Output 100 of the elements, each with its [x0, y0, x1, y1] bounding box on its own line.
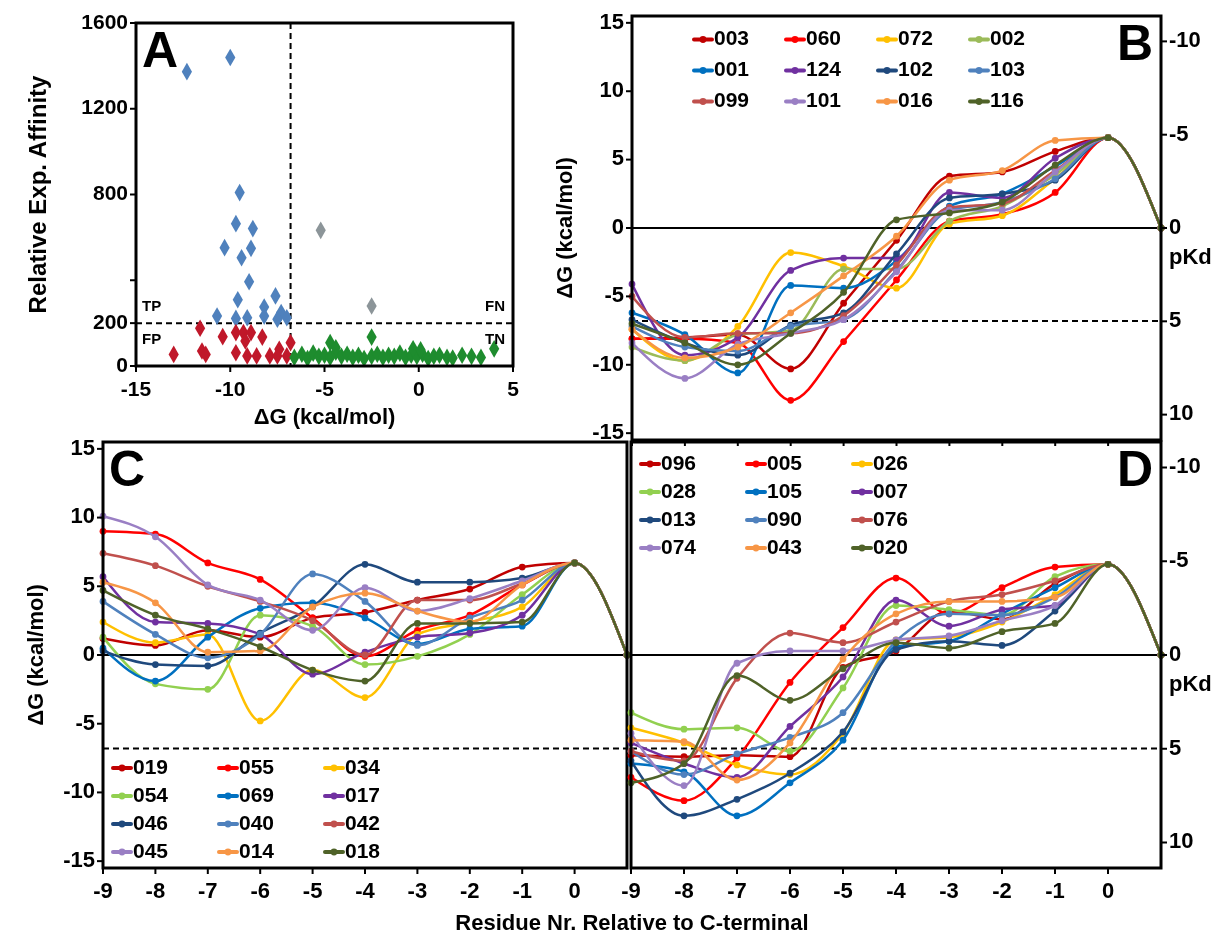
legend-label: 105: [767, 478, 803, 502]
legend-label: 001: [714, 57, 750, 81]
legend-label: 014: [239, 838, 275, 862]
y2-tick-label: -10: [1169, 453, 1201, 479]
legend-label: 055: [239, 754, 275, 778]
x-tick-label: -4: [886, 878, 907, 903]
y2-tick-label: 0: [1169, 640, 1182, 666]
x-tick-label: -1: [1045, 878, 1065, 903]
legend-label: 013: [661, 506, 697, 530]
y2-tick-label: -10: [1169, 27, 1201, 53]
x-axis-title: ΔG (kcal/mol): [253, 404, 396, 429]
x-tick-label: -8: [674, 878, 694, 903]
x-tick-label: -3: [407, 878, 428, 903]
y-tick-label: 0: [611, 213, 624, 239]
x-tick-label: -7: [198, 878, 218, 903]
x-tick-label: -4: [355, 878, 376, 903]
legend-label: 018: [345, 838, 381, 862]
legend-label: 074: [661, 534, 697, 558]
x-tick-label: -3: [939, 878, 959, 903]
legend-label: 042: [345, 810, 381, 834]
legend-label: 028: [661, 478, 697, 502]
y2-tick-label: 10: [1169, 400, 1194, 426]
legend-label: 016: [898, 88, 934, 112]
chart-title: C: [109, 441, 146, 497]
x-tick-label: -7: [727, 878, 747, 903]
chart-title: A: [142, 22, 179, 78]
y-tick-label: 1200: [81, 95, 128, 119]
y-tick-label: -10: [63, 778, 95, 804]
x-tick-label: -1: [512, 878, 532, 903]
x-tick-label: 5: [507, 377, 520, 400]
legend-label: 017: [345, 782, 381, 806]
y-tick-label: 15: [599, 8, 624, 34]
legend-label: 003: [714, 26, 750, 50]
x-tick-label: -6: [250, 878, 270, 903]
annotation: FN: [485, 297, 505, 315]
x-tick-label: -5: [833, 878, 853, 903]
y-tick-label: 1600: [81, 9, 128, 33]
legend-label: 007: [873, 478, 909, 502]
x-tick-label: -2: [460, 878, 480, 903]
x-tick-label: -5: [315, 377, 335, 400]
annotation: TP: [142, 297, 162, 315]
legend-label: 101: [806, 88, 842, 112]
legend-label: 060: [806, 26, 842, 50]
y-tick-label: 200: [92, 309, 128, 333]
legend-label: 046: [133, 810, 169, 834]
legend-label: 045: [133, 838, 169, 862]
legend-label: 043: [767, 534, 803, 558]
x-tick-label: -6: [780, 878, 800, 903]
x-tick-label: -8: [145, 878, 166, 903]
y-axis-title: ΔG (kcal/mol): [23, 584, 48, 726]
x-axis-title: Residue Nr. Relative to C-terminal: [455, 910, 809, 935]
legend-label: 069: [239, 782, 275, 806]
y-tick-label: 15: [70, 434, 95, 460]
y-tick-label: -10: [592, 350, 624, 376]
y-tick-label: 5: [611, 145, 624, 171]
chart-title: B: [1116, 15, 1153, 71]
legend-label: 076: [873, 506, 909, 530]
legend-label: 002: [990, 26, 1026, 50]
legend-label: 090: [767, 506, 803, 530]
y-tick-label: 5: [82, 572, 95, 598]
y-tick-label: 10: [599, 77, 624, 103]
legend-label: 103: [990, 57, 1026, 81]
y-tick-label: -15: [592, 418, 624, 444]
legend-label: 040: [239, 810, 275, 834]
x-tick-label: -15: [120, 377, 152, 400]
y2-tick-label: 5: [1169, 734, 1182, 760]
y-tick-label: -5: [75, 709, 95, 735]
y-tick-label: 0: [82, 640, 95, 666]
legend-label: 034: [345, 754, 381, 778]
legend-label: 054: [133, 782, 169, 806]
legend-label: 005: [767, 450, 803, 474]
y2-axis-title: pKd: [1169, 670, 1212, 696]
legend-label: 096: [661, 450, 697, 474]
y-axis-title: ΔG (kcal/mol): [552, 157, 577, 299]
legend-label: 019: [133, 754, 169, 778]
legend-label: 026: [873, 450, 909, 474]
legend-label: 102: [898, 57, 934, 81]
y2-tick-label: 10: [1169, 828, 1194, 854]
annotation: FP: [142, 330, 162, 348]
x-tick-label: 0: [568, 878, 581, 903]
chart-title: D: [1116, 441, 1153, 497]
x-tick-label: -2: [992, 878, 1012, 903]
y2-tick-label: 0: [1169, 213, 1182, 239]
x-tick-label: 0: [1101, 878, 1115, 903]
y-tick-label: 10: [70, 503, 95, 529]
y2-tick-label: -5: [1169, 120, 1189, 146]
x-tick-label: -10: [215, 377, 246, 400]
annotation: TN: [485, 330, 505, 348]
y2-tick-label: 5: [1169, 307, 1182, 333]
y-tick-label: 0: [116, 352, 128, 376]
x-tick-label: -5: [302, 878, 323, 903]
x-tick-label: -9: [93, 878, 113, 903]
legend-label: 124: [806, 57, 842, 81]
legend-label: 072: [898, 26, 934, 50]
x-tick-label: -9: [621, 878, 641, 903]
y2-axis-title: pKd: [1169, 243, 1212, 269]
x-tick-label: 0: [412, 377, 425, 400]
y-tick-label: 800: [92, 181, 128, 205]
y2-tick-label: -5: [1169, 547, 1189, 573]
y-tick-label: -5: [604, 282, 624, 308]
